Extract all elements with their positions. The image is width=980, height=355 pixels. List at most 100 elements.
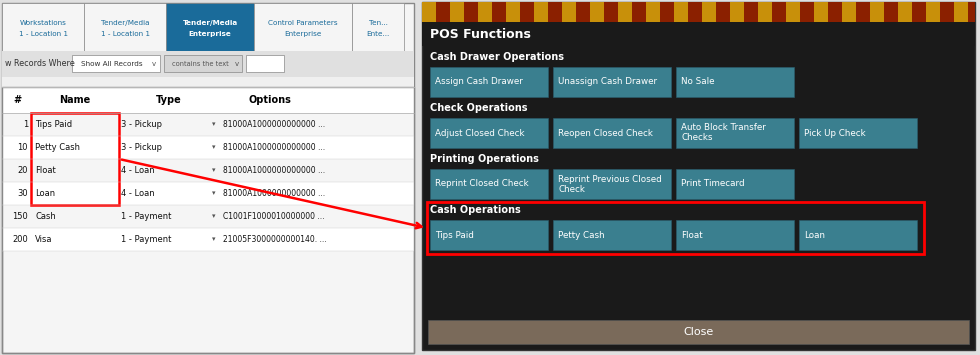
Text: Print Timecard: Print Timecard xyxy=(681,180,745,189)
Text: 30: 30 xyxy=(18,189,28,198)
FancyBboxPatch shape xyxy=(828,2,842,22)
Text: Ente...: Ente... xyxy=(367,31,390,37)
Text: Close: Close xyxy=(683,327,713,337)
Text: C1001F1000010000000 ...: C1001F1000010000000 ... xyxy=(223,212,324,221)
FancyBboxPatch shape xyxy=(492,2,506,22)
Text: v: v xyxy=(235,61,239,67)
FancyBboxPatch shape xyxy=(352,3,404,51)
FancyBboxPatch shape xyxy=(814,2,828,22)
Text: Float: Float xyxy=(35,166,56,175)
FancyBboxPatch shape xyxy=(884,2,898,22)
FancyBboxPatch shape xyxy=(676,169,794,199)
FancyBboxPatch shape xyxy=(758,2,772,22)
FancyBboxPatch shape xyxy=(2,77,414,87)
Text: Loan: Loan xyxy=(35,189,55,198)
Text: 81000A1000000000000 ...: 81000A1000000000000 ... xyxy=(223,189,325,198)
FancyBboxPatch shape xyxy=(912,2,926,22)
Text: Cash: Cash xyxy=(35,212,56,221)
Text: Tender/Media: Tender/Media xyxy=(101,20,149,26)
FancyBboxPatch shape xyxy=(2,228,414,251)
FancyBboxPatch shape xyxy=(688,2,702,22)
Text: 1: 1 xyxy=(23,120,28,129)
Text: Float: Float xyxy=(681,230,703,240)
FancyBboxPatch shape xyxy=(2,51,414,77)
Text: ▾: ▾ xyxy=(212,121,215,127)
Text: ▾: ▾ xyxy=(212,213,215,219)
Text: Options: Options xyxy=(249,95,291,105)
FancyBboxPatch shape xyxy=(676,118,794,148)
Text: 1 - Location 1: 1 - Location 1 xyxy=(19,31,68,37)
FancyBboxPatch shape xyxy=(926,2,940,22)
Text: Tips Paid: Tips Paid xyxy=(35,120,73,129)
Text: Auto Block Transfer: Auto Block Transfer xyxy=(681,124,766,132)
FancyBboxPatch shape xyxy=(478,2,492,22)
FancyBboxPatch shape xyxy=(464,2,478,22)
FancyBboxPatch shape xyxy=(2,87,414,113)
FancyBboxPatch shape xyxy=(799,118,917,148)
FancyBboxPatch shape xyxy=(870,2,884,22)
FancyBboxPatch shape xyxy=(618,2,632,22)
FancyBboxPatch shape xyxy=(646,2,660,22)
FancyBboxPatch shape xyxy=(576,2,590,22)
Text: Printing Operations: Printing Operations xyxy=(430,154,539,164)
FancyBboxPatch shape xyxy=(940,2,954,22)
Text: POS Functions: POS Functions xyxy=(430,27,531,40)
FancyBboxPatch shape xyxy=(2,182,414,205)
Text: 1 - Payment: 1 - Payment xyxy=(121,235,172,244)
Text: Reprint Closed Check: Reprint Closed Check xyxy=(435,180,528,189)
FancyBboxPatch shape xyxy=(702,2,716,22)
FancyBboxPatch shape xyxy=(436,2,450,22)
FancyBboxPatch shape xyxy=(428,320,969,344)
FancyBboxPatch shape xyxy=(430,169,548,199)
Text: 4 - Loan: 4 - Loan xyxy=(121,166,155,175)
Text: Loan: Loan xyxy=(804,230,825,240)
Text: Cash Drawer Operations: Cash Drawer Operations xyxy=(430,52,564,62)
Text: 20: 20 xyxy=(18,166,28,175)
Text: Workstations: Workstations xyxy=(20,20,67,26)
Text: 150: 150 xyxy=(13,212,28,221)
Text: 1 - Payment: 1 - Payment xyxy=(121,212,172,221)
FancyBboxPatch shape xyxy=(548,2,562,22)
FancyBboxPatch shape xyxy=(716,2,730,22)
Text: w Records Where: w Records Where xyxy=(5,60,74,69)
Text: Pick Up Check: Pick Up Check xyxy=(804,129,865,137)
FancyBboxPatch shape xyxy=(430,220,548,250)
FancyBboxPatch shape xyxy=(954,2,968,22)
FancyBboxPatch shape xyxy=(968,2,975,22)
Text: Adjust Closed Check: Adjust Closed Check xyxy=(435,129,524,137)
Text: Check: Check xyxy=(558,185,585,193)
FancyBboxPatch shape xyxy=(2,205,414,228)
Text: 21005F3000000000140. ...: 21005F3000000000140. ... xyxy=(223,235,326,244)
Text: Control Parameters: Control Parameters xyxy=(269,20,338,26)
FancyBboxPatch shape xyxy=(422,2,436,22)
Text: Tender/Media: Tender/Media xyxy=(182,20,237,26)
FancyBboxPatch shape xyxy=(422,22,975,46)
Text: Reprint Previous Closed: Reprint Previous Closed xyxy=(558,175,662,184)
FancyBboxPatch shape xyxy=(842,2,856,22)
FancyBboxPatch shape xyxy=(553,220,671,250)
FancyBboxPatch shape xyxy=(166,3,254,51)
FancyBboxPatch shape xyxy=(2,136,414,159)
Text: Tips Paid: Tips Paid xyxy=(435,230,474,240)
Text: 10: 10 xyxy=(18,143,28,152)
Text: #: # xyxy=(13,95,21,105)
FancyBboxPatch shape xyxy=(520,2,534,22)
FancyBboxPatch shape xyxy=(800,2,814,22)
Text: ▾: ▾ xyxy=(212,236,215,242)
Text: Check Operations: Check Operations xyxy=(430,103,527,113)
Text: contains the text: contains the text xyxy=(172,61,228,67)
Text: Ten...: Ten... xyxy=(368,20,387,26)
FancyBboxPatch shape xyxy=(2,3,414,353)
FancyBboxPatch shape xyxy=(676,67,794,97)
FancyBboxPatch shape xyxy=(676,220,794,250)
FancyBboxPatch shape xyxy=(430,67,548,97)
FancyBboxPatch shape xyxy=(2,3,84,51)
FancyBboxPatch shape xyxy=(246,55,284,72)
Text: ▾: ▾ xyxy=(212,168,215,174)
FancyBboxPatch shape xyxy=(430,118,548,148)
Text: Reopen Closed Check: Reopen Closed Check xyxy=(558,129,653,137)
FancyBboxPatch shape xyxy=(72,55,160,72)
FancyBboxPatch shape xyxy=(562,2,576,22)
Text: Enterprise: Enterprise xyxy=(188,31,231,37)
FancyBboxPatch shape xyxy=(674,2,688,22)
